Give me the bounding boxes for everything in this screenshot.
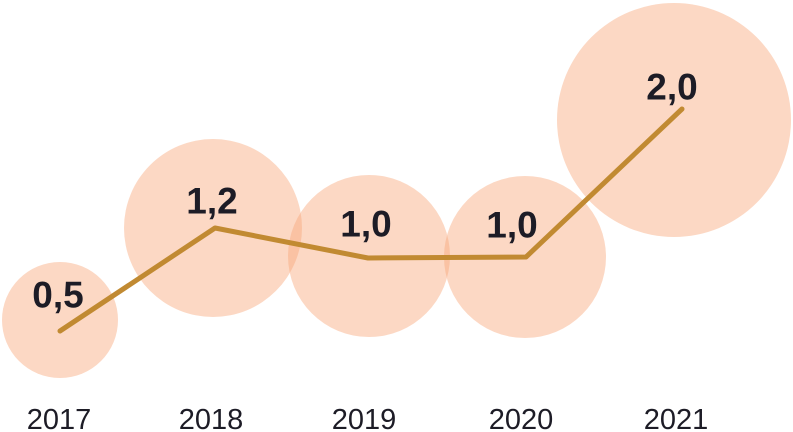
axis-label-2021: 2021 [644, 404, 709, 432]
value-label-2018: 1,2 [186, 181, 237, 222]
value-label-2020: 1,0 [486, 205, 537, 246]
value-label-2021: 2,0 [646, 67, 697, 108]
value-label-2019: 1,0 [340, 204, 391, 245]
axis-label-2019: 2019 [332, 404, 397, 432]
bubble-2017 [2, 262, 118, 378]
trend-line [57, 106, 685, 334]
axis-label-2020: 2020 [489, 404, 554, 432]
value-label-2017: 0,5 [32, 275, 83, 316]
axis-label-2018: 2018 [179, 404, 244, 432]
axis-label-2017: 2017 [27, 404, 92, 432]
